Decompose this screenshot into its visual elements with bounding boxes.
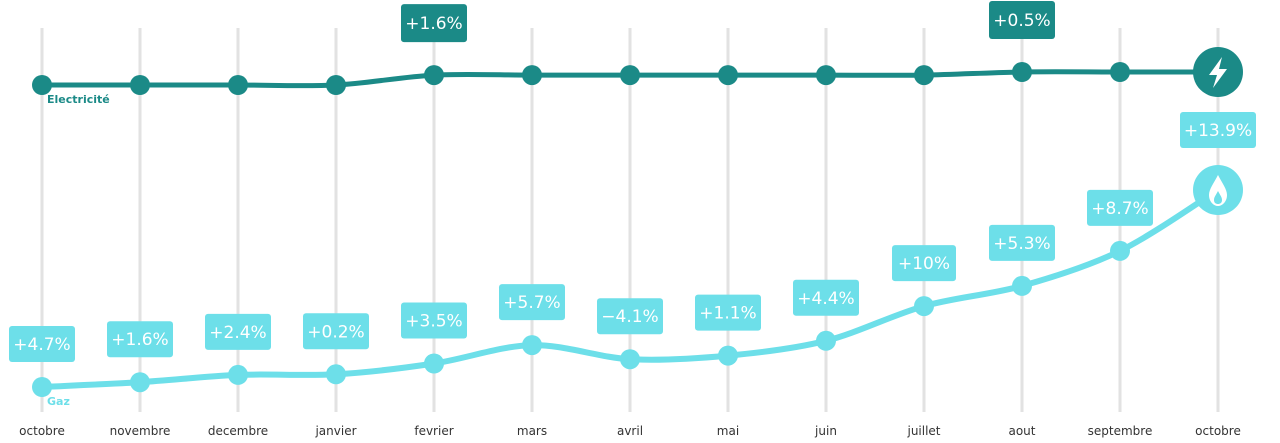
x-tick-label: octobre [1195,424,1241,438]
badge-label: +4.7% [13,335,70,355]
badge-label: +1.1% [699,304,756,324]
x-tick-label: mai [717,424,739,438]
electricite-point [522,65,542,86]
x-tick-label: mars [517,424,547,438]
badge-label: +2.4% [209,323,266,343]
flame-icon [1193,165,1243,215]
gaz-change-badge: +3.5% [401,302,467,339]
gaz-point [424,353,444,374]
badge-label: +4.4% [797,289,854,309]
gaz-point [228,364,248,385]
x-tick-label: janvier [314,424,356,438]
lightning-bolt-icon [1193,47,1243,97]
badge-label: +8.7% [1091,199,1148,219]
badge-label: −4.1% [601,307,658,327]
x-tick-label: aout [1008,424,1035,438]
gaz-change-badge: +5.3% [989,224,1055,261]
gaz-point [816,330,836,351]
gaz-change-badge: +2.4% [205,313,271,350]
gaz-change-badge: +5.7% [499,284,565,321]
badge-label: +5.7% [503,293,560,313]
x-axis: octobre novembre decembre janvier fevrier mar… [19,424,1241,438]
badge-label: +0.2% [307,322,364,342]
x-tick-label: juillet [906,424,940,438]
gaz-change-badge: −4.1% [597,298,663,335]
electricite-point [228,75,248,95]
electricite-point [424,65,444,86]
electricite-point [914,65,934,86]
badge-label: +10% [898,254,950,274]
gaz-point [718,345,738,366]
x-tick-label: fevrier [414,424,453,438]
electricite-point [32,75,52,95]
gaz-change-badge: +13.9% [1180,112,1256,148]
gaz-series-label: Gaz [47,395,70,408]
x-tick-label: juin [814,424,837,438]
badge-label: +13.9% [1184,121,1252,141]
badge-label: +0.5% [993,11,1050,31]
gaz-point [32,377,52,397]
x-tick-label: octobre [19,424,65,438]
gaz-change-badge: +0.2% [303,313,369,350]
electricite-point [1110,62,1130,82]
gaz-change-badge: +8.7% [1087,189,1153,226]
gaz-change-badge: +4.4% [793,279,859,316]
gaz-change-badge: +10% [892,245,956,282]
electricite-change-badge: +0.5% [989,1,1055,39]
gaz-point [130,372,150,393]
gaz-change-badge: +4.7% [9,326,75,362]
x-tick-label: septembre [1088,424,1153,438]
electricite-point [620,65,640,86]
electricite-point [130,75,150,95]
electricite-change-badge: +1.6% [401,4,467,43]
x-tick-label: decembre [208,424,268,438]
badge-label: +1.6% [405,14,462,34]
badge-label: +3.5% [405,312,462,332]
x-tick-label: novembre [110,424,171,438]
gaz-point [620,349,640,370]
electricite-series-label: Electricité [47,93,110,106]
x-tick-label: avril [617,424,643,438]
gaz-point [1012,275,1032,296]
electricite-point [1012,62,1032,82]
electricite-series: Electricité +1.6% +0.5% [32,1,1243,106]
gaz-point [326,364,346,385]
electricite-point [326,75,346,95]
gaz-point [1110,240,1130,261]
gaz-change-badge: +1.6% [107,321,173,358]
gaz-point [914,296,934,317]
badge-label: +5.3% [993,234,1050,254]
gaz-series: Gaz +4.7% +1.6% +2.4% +0.2% +3.5% +5.7% −4.1% +1… [9,112,1256,408]
gaz-point [522,335,542,356]
electricite-point [816,65,836,86]
gaz-change-badge: +1.1% [695,294,761,331]
electricite-point [718,65,738,86]
badge-label: +1.6% [111,330,168,350]
